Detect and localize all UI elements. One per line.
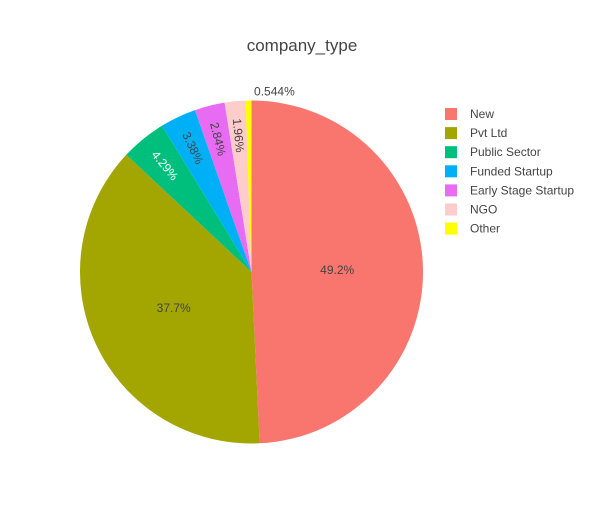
legend-swatch (445, 222, 457, 235)
legend-swatch (445, 203, 457, 216)
pie-slice-ngo[interactable] (224, 100, 252, 272)
pie-slice-pvt-ltd[interactable] (80, 154, 260, 444)
legend-swatch (445, 165, 457, 178)
legend-label: Public Sector (470, 145, 541, 159)
slice-label-pvt-ltd: 37.7% (157, 301, 191, 315)
legend-item-funded-startup[interactable]: Funded Startup (445, 164, 553, 178)
legend-label: Pvt Ltd (470, 126, 507, 140)
chart-title: company_type (247, 36, 358, 55)
slice-label-ngo: 1.96% (230, 118, 247, 154)
legend-item-early-stage-startup[interactable]: Early Stage Startup (445, 183, 574, 197)
legend-swatch (445, 127, 457, 140)
legend-item-ngo[interactable]: NGO (445, 203, 497, 217)
legend-item-public-sector[interactable]: Public Sector (445, 145, 541, 159)
legend-swatch (445, 146, 457, 159)
legend-label: NGO (470, 203, 497, 217)
legend-label: Early Stage Startup (470, 183, 574, 197)
pie-slice-early-stage-startup[interactable] (194, 102, 252, 272)
legend-swatch (445, 108, 457, 120)
legend[interactable]: New Pvt Ltd Public Sector Funded Startup Ear… (445, 107, 574, 236)
legend-label: New (470, 107, 494, 121)
pie-slice-public-sector[interactable] (126, 125, 252, 272)
slice-label-new: 49.2% (320, 263, 354, 277)
legend-item-other[interactable]: Other (445, 222, 500, 236)
pie-slice-funded-startup[interactable] (162, 110, 252, 272)
pie-slices (80, 100, 423, 444)
legend-item-new[interactable]: New (445, 107, 494, 121)
pie-slice-other[interactable] (245, 100, 252, 273)
pie-slice-new[interactable] (251, 100, 423, 444)
legend-label: Funded Startup (470, 164, 553, 178)
legend-label: Other (470, 222, 500, 236)
legend-item-pvt-ltd[interactable]: Pvt Ltd (445, 126, 507, 140)
slice-label-other: 0.544% (254, 85, 295, 99)
legend-swatch (445, 184, 457, 197)
